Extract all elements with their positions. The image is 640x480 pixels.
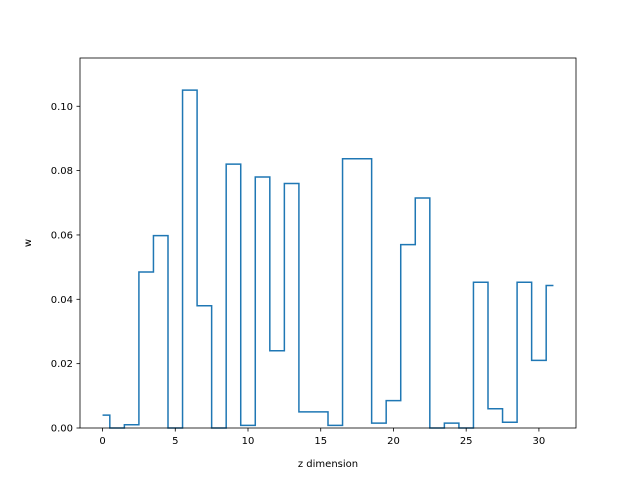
y-tick-label: 0.08 [51,166,73,177]
y-axis-label: w [23,239,34,247]
y-axis-ticks: 0.00 0.02 0.04 0.06 0.08 0.10 [51,102,80,435]
y-tick-label: 0.02 [51,359,73,370]
axes-frame [79,57,577,429]
x-tick-label: 10 [242,436,255,447]
x-tick-label: 20 [387,436,400,447]
x-tick-label: 25 [460,436,473,447]
x-tick-label: 30 [533,436,546,447]
y-tick-label: 0.06 [51,230,73,241]
plot-area [80,58,576,428]
x-axis-label: z dimension [298,459,358,470]
x-tick-label: 5 [172,436,178,447]
x-axis-ticks: 0 5 10 15 20 25 30 [99,428,545,447]
y-tick-label: 0.10 [51,102,73,113]
x-tick-label: 15 [314,436,327,447]
y-tick-label: 0.04 [51,295,73,306]
x-tick-label: 0 [99,436,105,447]
y-tick-label: 0.00 [51,424,73,435]
